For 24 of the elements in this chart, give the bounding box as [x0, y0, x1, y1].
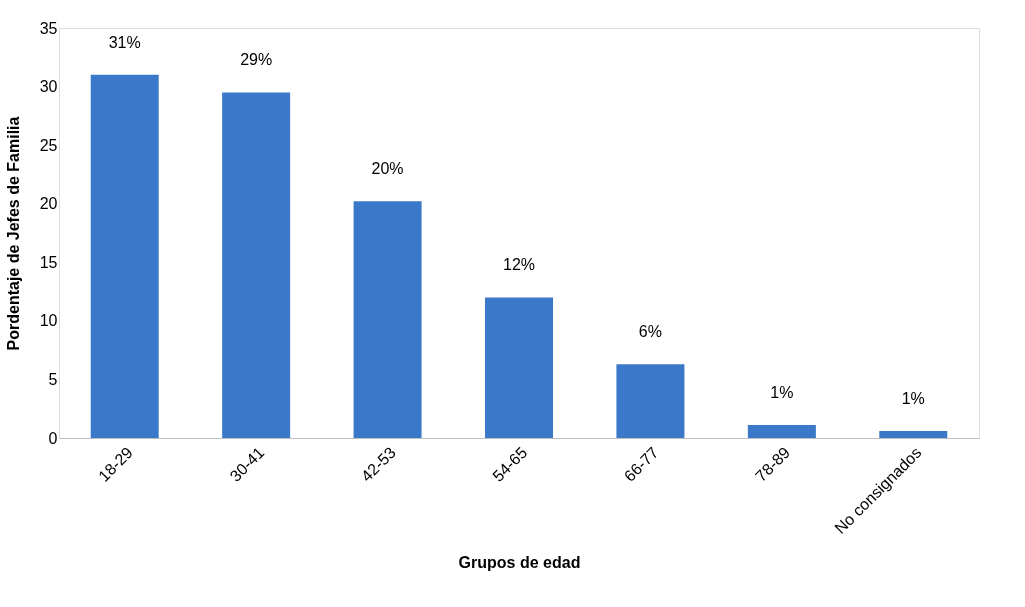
x-axis-title: Grupos de edad [458, 553, 581, 571]
y-tick-label: 5 [48, 370, 58, 388]
y-axis-title: Pordentaje de Jefes de Familia [4, 116, 22, 351]
data-label: 31% [108, 33, 141, 51]
data-label: 29% [240, 51, 273, 69]
data-label: 12% [502, 256, 536, 274]
bar [222, 92, 291, 438]
bar [90, 74, 159, 438]
data-label: 20% [371, 160, 404, 178]
y-tick-label: 30 [39, 78, 58, 96]
bar [879, 430, 948, 438]
bar [616, 364, 685, 438]
y-tick-label: 25 [39, 136, 58, 154]
y-tick-label: 35 [39, 19, 58, 37]
bar [485, 297, 553, 438]
y-tick-label: 10 [39, 312, 58, 330]
y-tick-label: 0 [48, 429, 58, 447]
data-label: 1% [770, 384, 794, 402]
bar [353, 201, 422, 438]
data-label: 6% [638, 323, 662, 341]
y-tick-label: 20 [39, 195, 58, 213]
y-tick-label: 15 [39, 253, 58, 271]
data-label: 1% [901, 389, 925, 407]
bar [747, 425, 816, 438]
